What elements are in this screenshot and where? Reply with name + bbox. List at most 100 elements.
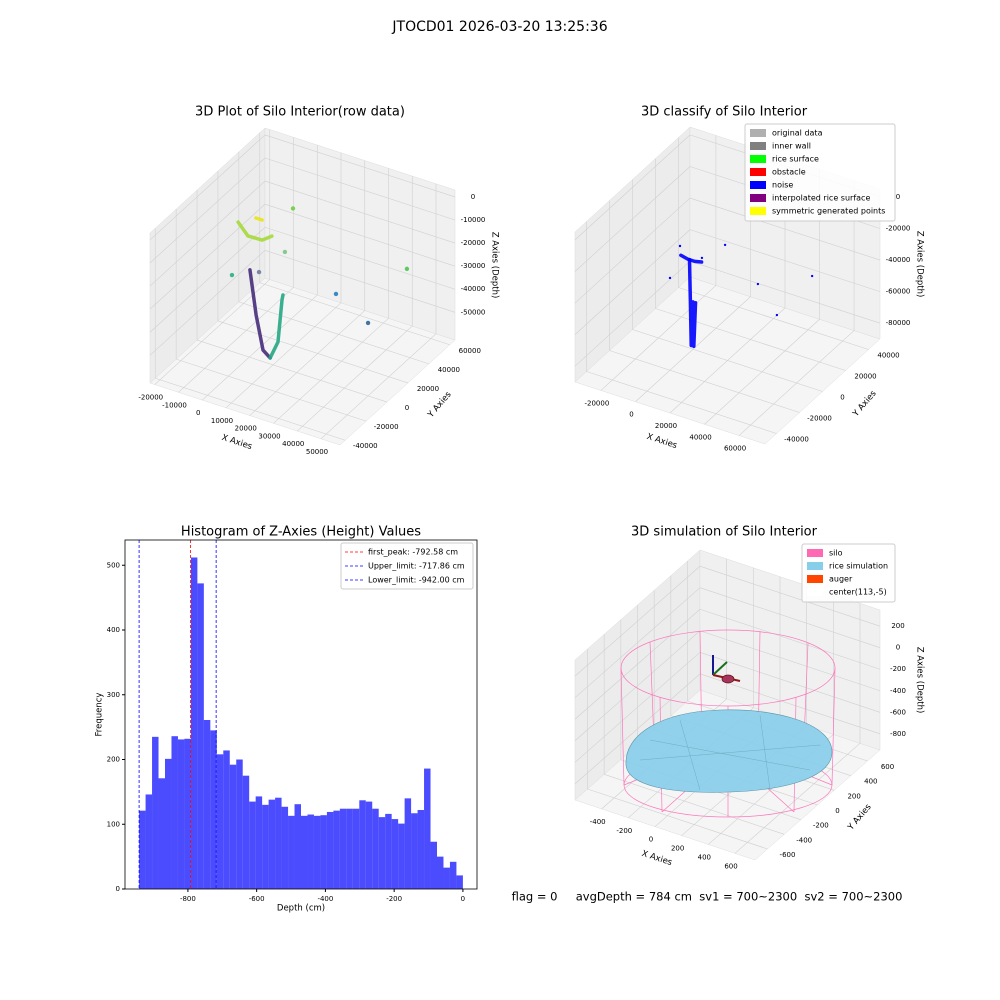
legend-box [744, 123, 896, 222]
point [365, 320, 371, 326]
grid-line [178, 287, 294, 393]
grid-line [149, 227, 266, 333]
y-tick-label: 400 [864, 778, 877, 786]
x-tick-label: -20000 [138, 394, 163, 402]
grid-line [149, 203, 266, 310]
bar [249, 801, 256, 889]
x-tick-label: -600 [249, 895, 265, 903]
bar [164, 758, 172, 889]
bar [184, 738, 191, 889]
z-tick-label: -600 [890, 708, 906, 716]
bar [443, 867, 450, 889]
y-tick-label: 40000 [877, 352, 899, 360]
curve [254, 216, 264, 222]
legend-label: auger [829, 575, 853, 584]
grid-line [574, 587, 701, 698]
grid-line [202, 294, 318, 401]
legend-swatch [750, 207, 766, 215]
grid-line [225, 302, 342, 409]
chart-title: Histogram of Z-Axies (Height) Values [181, 525, 421, 540]
silo-edge [831, 667, 836, 786]
figure-title: JTOCD01 2026-03-20 13:25:36 [391, 19, 607, 35]
point [756, 282, 760, 286]
bar [223, 750, 230, 889]
bar [404, 798, 412, 889]
z-tick-label: -800 [890, 730, 906, 738]
point [290, 206, 296, 211]
bar [275, 797, 282, 889]
z-axis-label: Z Axies (Depth) [490, 232, 500, 299]
x-tick-label: -20000 [585, 399, 610, 407]
y-tick-label: -400 [796, 836, 812, 844]
grid-line [264, 180, 456, 244]
x-tick-label: 200 [671, 845, 684, 853]
grid-line [264, 203, 456, 267]
point [775, 313, 779, 317]
y-tick-label: 600 [881, 763, 894, 771]
point [282, 249, 288, 255]
grid-line [238, 301, 429, 365]
legend-label: symmetric generated points [772, 207, 885, 216]
x-tick-label: 0 [461, 895, 465, 903]
grid-line [699, 587, 881, 648]
z-axis-label: Z Axies (Depth) [915, 647, 925, 714]
bar [139, 810, 146, 889]
bar [385, 813, 392, 889]
x-tick-label: 40000 [689, 433, 711, 441]
y-tick-label: 40000 [438, 366, 460, 374]
point [256, 269, 262, 275]
y-tick-label: -40000 [353, 442, 378, 450]
bar [424, 768, 431, 889]
grid-line [699, 673, 881, 735]
grid-line [320, 333, 437, 440]
grid-line [609, 350, 800, 413]
legend-label: first_peak: -792.58 cm [368, 548, 458, 557]
grid-line [297, 325, 413, 432]
y-tick-label: 300 [107, 691, 120, 699]
legend-label: noise [772, 181, 793, 190]
grid-line [699, 652, 881, 713]
legend-swatch [807, 588, 823, 596]
y-tick-label: 0 [405, 404, 409, 412]
curve [687, 257, 698, 349]
legend-label: obstacle [772, 168, 806, 177]
point [700, 256, 704, 260]
bar [417, 810, 425, 889]
grid-line [604, 774, 785, 835]
legend-label: rice simulation [829, 562, 888, 571]
grid-line [699, 608, 881, 670]
bar [313, 815, 321, 889]
y-tick-label: 500 [107, 561, 120, 569]
grid-line [574, 630, 701, 741]
point [404, 266, 410, 272]
bar [158, 778, 165, 889]
curve [236, 220, 274, 242]
bar [352, 808, 360, 889]
bar [242, 775, 250, 889]
grid-line [574, 197, 691, 304]
grid-line [154, 279, 270, 385]
bar [197, 583, 204, 889]
grid-line [264, 134, 456, 198]
bar [326, 811, 334, 889]
bar [301, 815, 308, 889]
legend-swatch [750, 181, 766, 189]
auger [721, 674, 735, 684]
grid-line [249, 310, 365, 416]
grid-line [574, 609, 701, 720]
curve [679, 253, 704, 264]
legend-swatch [807, 562, 823, 570]
x-tick-label: 50000 [306, 448, 328, 456]
legend-label: original data [772, 129, 823, 138]
x-tick-label: 0 [196, 409, 200, 417]
grid-line [176, 358, 367, 422]
bar [210, 730, 217, 889]
z-tick-label: -10000 [461, 216, 486, 224]
auger-axis [712, 661, 728, 676]
rice-surface [625, 709, 833, 793]
legend-label: interpolated rice surface [772, 194, 870, 203]
bar [262, 804, 269, 889]
z-tick-label: -40000 [886, 256, 911, 264]
